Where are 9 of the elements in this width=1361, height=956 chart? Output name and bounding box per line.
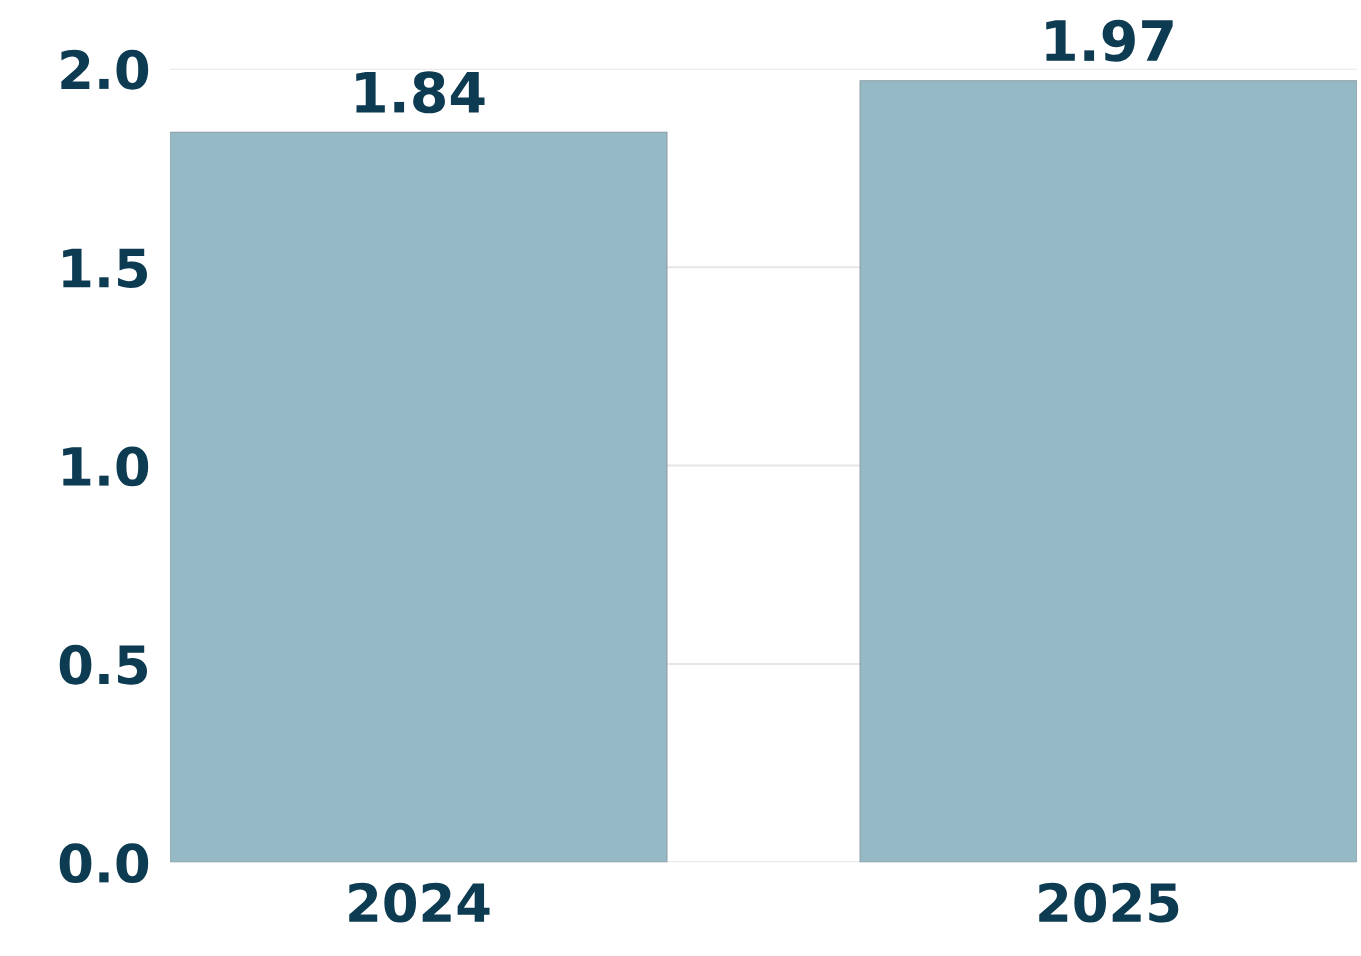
y-tick-label: 0.5 xyxy=(59,644,147,685)
x-tick-label: 2024 xyxy=(349,882,490,923)
y-tick-label: 1.0 xyxy=(63,446,149,487)
x-tick-label: 2025 xyxy=(1039,882,1179,923)
data-label: 1.84 xyxy=(356,71,485,114)
data-label: 1.97 xyxy=(1046,19,1173,62)
y-tick-label: 1.5 xyxy=(63,248,147,288)
y-tick-label: 2.0 xyxy=(61,49,149,90)
y-tick-label: 0.0 xyxy=(59,843,149,884)
